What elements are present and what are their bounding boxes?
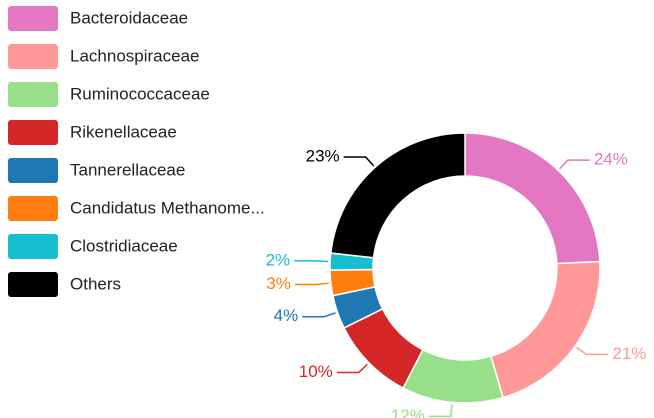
leader-line bbox=[294, 260, 329, 263]
value-label: 3% bbox=[266, 274, 291, 293]
legend-swatch bbox=[8, 82, 58, 107]
value-label: 23% bbox=[306, 146, 340, 165]
legend-swatch bbox=[8, 6, 58, 31]
leader-line bbox=[558, 159, 590, 170]
leader-line bbox=[428, 404, 453, 418]
value-label: 10% bbox=[299, 362, 333, 381]
legend-swatch bbox=[8, 272, 58, 297]
legend-swatch bbox=[8, 196, 58, 221]
legend-swatch bbox=[8, 120, 58, 145]
donut-slice bbox=[330, 132, 466, 259]
legend-label: Ruminococcaceae bbox=[70, 84, 210, 103]
donut-slice bbox=[464, 132, 601, 265]
legend-label: Rikenellaceae bbox=[70, 122, 177, 141]
leader-line bbox=[576, 346, 609, 356]
legend-label: Bacteroidaceae bbox=[70, 8, 188, 27]
legend-label: Lachnospiraceae bbox=[70, 46, 199, 65]
value-label: 24% bbox=[594, 150, 628, 169]
value-label: 2% bbox=[266, 250, 291, 269]
value-label: 12% bbox=[391, 406, 425, 418]
value-label: 4% bbox=[274, 306, 299, 325]
leader-line bbox=[343, 156, 375, 167]
legend-label: Clostridiaceae bbox=[70, 236, 178, 255]
legend-swatch bbox=[8, 234, 58, 259]
legend-swatch bbox=[8, 44, 58, 69]
leader-line bbox=[294, 282, 329, 286]
leader-line bbox=[336, 363, 368, 374]
value-label: 21% bbox=[612, 344, 646, 363]
donut-slice bbox=[489, 260, 601, 399]
legend-label: Candidatus Methanome... bbox=[70, 198, 265, 217]
leader-line bbox=[302, 312, 336, 318]
legend-swatch bbox=[8, 158, 58, 183]
legend-label: Tannerellaceae bbox=[70, 160, 185, 179]
legend-label: Others bbox=[70, 274, 121, 293]
